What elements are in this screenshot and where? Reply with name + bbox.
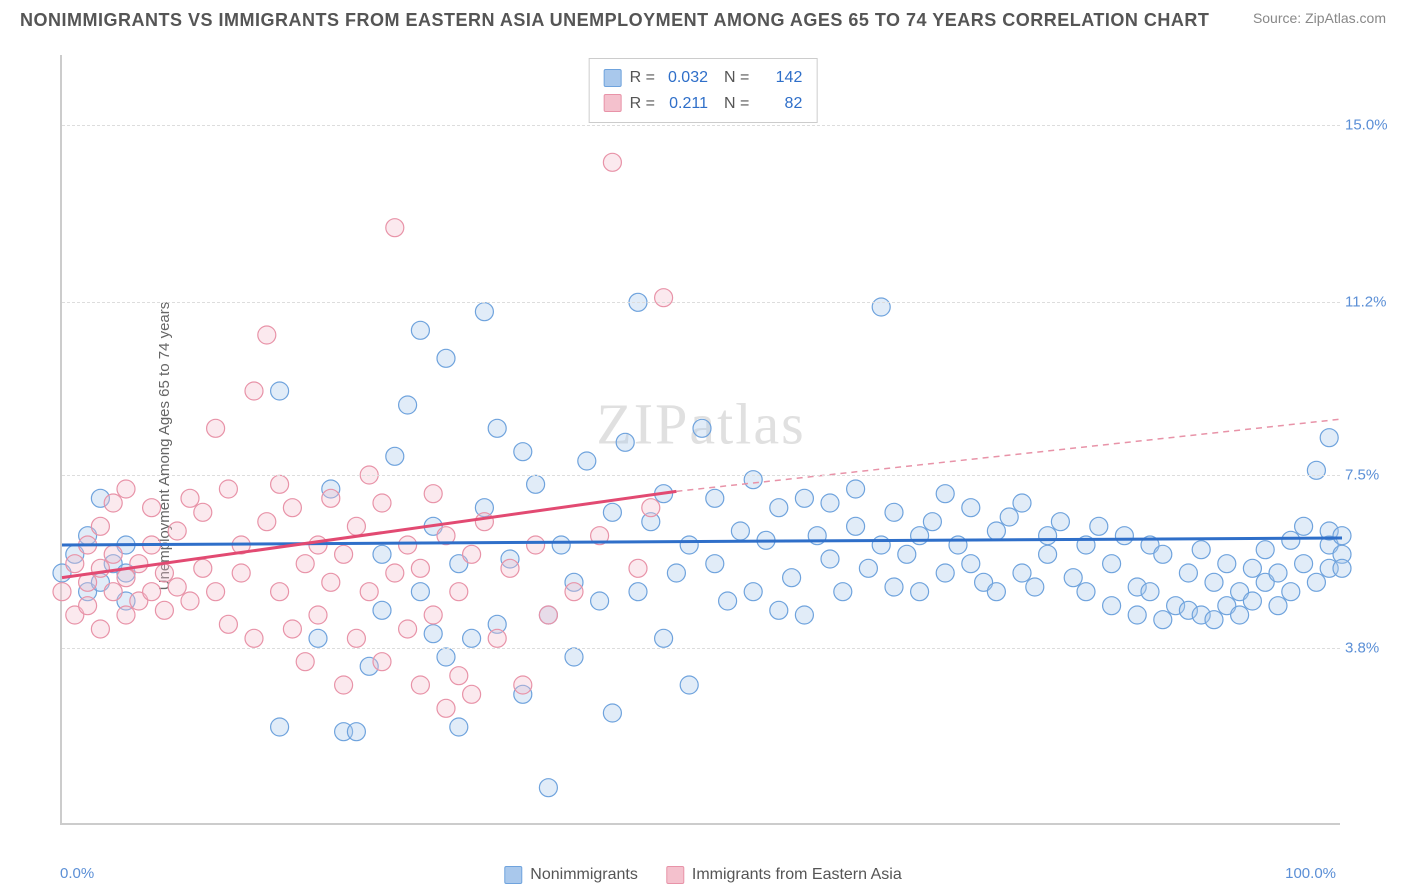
stat-n-value: 142: [757, 65, 802, 91]
stats-legend-box: R = 0.032 N = 142 R = 0.211 N = 82: [589, 58, 818, 123]
legend-series-name: Nonimmigrants: [530, 866, 638, 884]
y-tick-label: 7.5%: [1345, 467, 1400, 484]
scatter-svg: [62, 55, 1340, 823]
y-tick-label: 15.0%: [1345, 117, 1400, 134]
y-tick-label: 11.2%: [1345, 294, 1400, 311]
legend-series-name: Immigrants from Eastern Asia: [692, 866, 902, 884]
stat-n-value: 82: [757, 91, 802, 117]
stat-r-value: 0.032: [663, 65, 708, 91]
y-tick-label: 3.8%: [1345, 639, 1400, 656]
stats-legend-row: R = 0.211 N = 82: [604, 91, 803, 117]
legend-swatch-icon: [604, 69, 622, 87]
source-label: Source: ZipAtlas.com: [1253, 10, 1386, 26]
stat-n-label: N =: [724, 65, 749, 91]
legend-swatch-icon: [604, 94, 622, 112]
legend-swatch-icon: [666, 866, 684, 884]
gridline: [62, 648, 1340, 649]
series-legend: Nonimmigrants Immigrants from Eastern Asi…: [504, 866, 901, 884]
x-axis-min-label: 0.0%: [60, 865, 94, 882]
chart-plot-area: ZIPatlas 3.8%7.5%11.2%15.0%: [60, 55, 1340, 825]
x-axis-max-label: 100.0%: [1285, 865, 1336, 882]
stat-r-label: R =: [630, 65, 655, 91]
chart-title: NONIMMIGRANTS VS IMMIGRANTS FROM EASTERN…: [20, 10, 1209, 31]
stats-legend-row: R = 0.032 N = 142: [604, 65, 803, 91]
gridline: [62, 125, 1340, 126]
stat-n-label: N =: [724, 91, 749, 117]
stat-r-value: 0.211: [663, 91, 708, 117]
legend-item: Nonimmigrants: [504, 866, 638, 884]
gridline: [62, 302, 1340, 303]
legend-swatch-icon: [504, 866, 522, 884]
gridline: [62, 475, 1340, 476]
stat-r-label: R =: [630, 91, 655, 117]
legend-item: Immigrants from Eastern Asia: [666, 866, 902, 884]
